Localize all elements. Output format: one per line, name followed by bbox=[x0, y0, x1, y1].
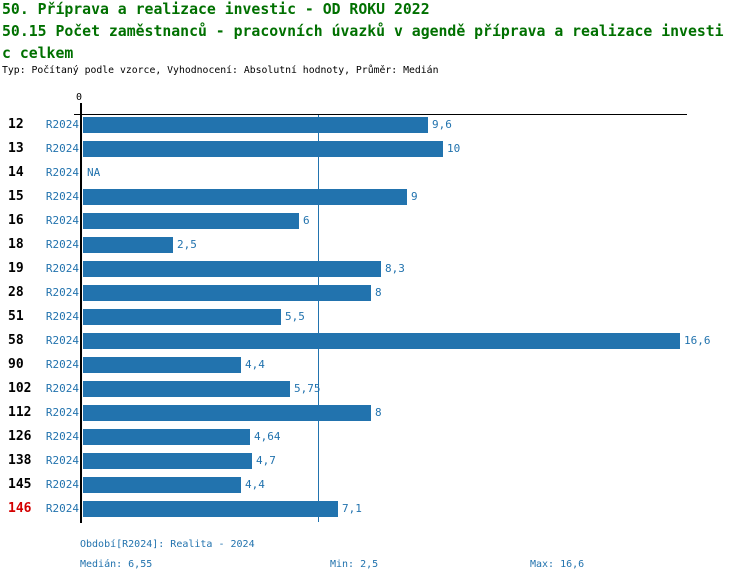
row-category-label: 13 bbox=[8, 141, 24, 156]
row-series-label: R2024 bbox=[45, 118, 79, 131]
bar[interactable] bbox=[83, 261, 381, 277]
page-title-line-1: 50. Příprava a realizace investic - OD R… bbox=[2, 1, 430, 18]
footer-min-stat: Min: 2,5 bbox=[330, 559, 379, 570]
x-axis-line bbox=[74, 114, 687, 115]
chart-row: 126 R2024 4,64 bbox=[0, 429, 750, 445]
y-axis-line bbox=[80, 103, 82, 523]
row-category-label: 19 bbox=[8, 261, 24, 276]
bar-value-label: 8 bbox=[375, 286, 382, 299]
footer-max-stat: Max: 16,6 bbox=[530, 559, 585, 570]
row-category-label: 102 bbox=[8, 381, 32, 396]
chart-row: 102 R2024 5,75 bbox=[0, 381, 750, 397]
row-series-label: R2024 bbox=[45, 262, 79, 275]
chart-row: 58 R2024 16,6 bbox=[0, 333, 750, 349]
row-category-label: 28 bbox=[8, 285, 24, 300]
row-category-label: 126 bbox=[8, 429, 32, 444]
bar[interactable] bbox=[83, 141, 443, 157]
row-series-label: R2024 bbox=[45, 214, 79, 227]
row-series-label: R2024 bbox=[45, 502, 79, 515]
row-series-label: R2024 bbox=[45, 358, 79, 371]
row-category-label: 51 bbox=[8, 309, 24, 324]
chart-row: 51 R2024 5,5 bbox=[0, 309, 750, 325]
chart-row: 90 R2024 4,4 bbox=[0, 357, 750, 373]
bar-value-label: 7,1 bbox=[342, 502, 362, 515]
row-category-label: 16 bbox=[8, 213, 24, 228]
row-series-label: R2024 bbox=[45, 190, 79, 203]
row-series-label: R2024 bbox=[45, 310, 79, 323]
bar-value-label: 10 bbox=[447, 142, 461, 155]
bar-value-label: 4,4 bbox=[245, 358, 265, 371]
bar[interactable] bbox=[83, 405, 371, 421]
row-category-label: 90 bbox=[8, 357, 24, 372]
bar-value-label: 16,6 bbox=[684, 334, 711, 347]
bar-value-label: 8 bbox=[375, 406, 382, 419]
chart-row: 19 R2024 8,3 bbox=[0, 261, 750, 277]
chart-row: 16 R2024 6 bbox=[0, 213, 750, 229]
row-category-label: 14 bbox=[8, 165, 24, 180]
bar[interactable] bbox=[83, 333, 680, 349]
chart-row: 145 R2024 4,4 bbox=[0, 477, 750, 493]
row-series-label: R2024 bbox=[45, 238, 79, 251]
page-title-line-2: 50.15 Počet zaměstnanců - pracovních úva… bbox=[2, 23, 724, 40]
row-series-label: R2024 bbox=[45, 286, 79, 299]
bar[interactable] bbox=[83, 501, 338, 517]
footer-median-stat: Medián: 6,55 bbox=[80, 559, 153, 570]
row-series-label: R2024 bbox=[45, 430, 79, 443]
bar-value-label: 6 bbox=[303, 214, 310, 227]
row-series-label: R2024 bbox=[45, 454, 79, 467]
chart-row: 112 R2024 8 bbox=[0, 405, 750, 421]
x-axis-origin-tick-label: 0 bbox=[76, 92, 83, 103]
bar[interactable] bbox=[83, 285, 371, 301]
row-category-label: 15 bbox=[8, 189, 24, 204]
bar-value-label: 5,75 bbox=[294, 382, 321, 395]
row-series-label: R2024 bbox=[45, 334, 79, 347]
bar[interactable] bbox=[83, 357, 241, 373]
row-series-label: R2024 bbox=[45, 382, 79, 395]
bar[interactable] bbox=[83, 237, 173, 253]
chart-row: 28 R2024 8 bbox=[0, 285, 750, 301]
bar-value-label: 4,7 bbox=[256, 454, 276, 467]
median-reference-line bbox=[318, 115, 319, 522]
bar-value-label: 2,5 bbox=[177, 238, 197, 251]
bar-value-label: 8,3 bbox=[385, 262, 405, 275]
bar-value-label: 4,4 bbox=[245, 478, 265, 491]
row-category-label: 146 bbox=[8, 501, 32, 516]
bar-value-label: 9,6 bbox=[432, 118, 452, 131]
bar-value-label: NA bbox=[87, 166, 101, 179]
row-category-label: 145 bbox=[8, 477, 32, 492]
bar-value-label: 5,5 bbox=[285, 310, 305, 323]
bar[interactable] bbox=[83, 381, 290, 397]
row-series-label: R2024 bbox=[45, 142, 79, 155]
chart-row: 14 R2024 NA bbox=[0, 165, 750, 181]
row-series-label: R2024 bbox=[45, 166, 79, 179]
chart-row: 12 R2024 9,6 bbox=[0, 117, 750, 133]
bar[interactable] bbox=[83, 477, 241, 493]
bar[interactable] bbox=[83, 213, 299, 229]
chart-row: 146 R2024 7,1 bbox=[0, 501, 750, 517]
bar[interactable] bbox=[83, 429, 250, 445]
chart-row: 138 R2024 4,7 bbox=[0, 453, 750, 469]
page-title-line-3: c celkem bbox=[2, 45, 74, 62]
chart-meta-info: Typ: Počítaný podle vzorce, Vyhodnocení:… bbox=[2, 65, 439, 76]
chart-row: 18 R2024 2,5 bbox=[0, 237, 750, 253]
row-category-label: 112 bbox=[8, 405, 32, 420]
row-category-label: 18 bbox=[8, 237, 24, 252]
chart-row: 13 R2024 10 bbox=[0, 141, 750, 157]
chart-row: 15 R2024 9 bbox=[0, 189, 750, 205]
row-category-label: 138 bbox=[8, 453, 32, 468]
bar[interactable] bbox=[83, 309, 281, 325]
row-series-label: R2024 bbox=[45, 406, 79, 419]
row-category-label: 12 bbox=[8, 117, 24, 132]
row-category-label: 58 bbox=[8, 333, 24, 348]
bar-value-label: 9 bbox=[411, 190, 418, 203]
bar[interactable] bbox=[83, 453, 252, 469]
bar-value-label: 4,64 bbox=[254, 430, 281, 443]
bar[interactable] bbox=[83, 189, 407, 205]
row-series-label: R2024 bbox=[45, 478, 79, 491]
footer-period-label: Období[R2024]: Realita - 2024 bbox=[80, 539, 255, 550]
bar[interactable] bbox=[83, 117, 428, 133]
